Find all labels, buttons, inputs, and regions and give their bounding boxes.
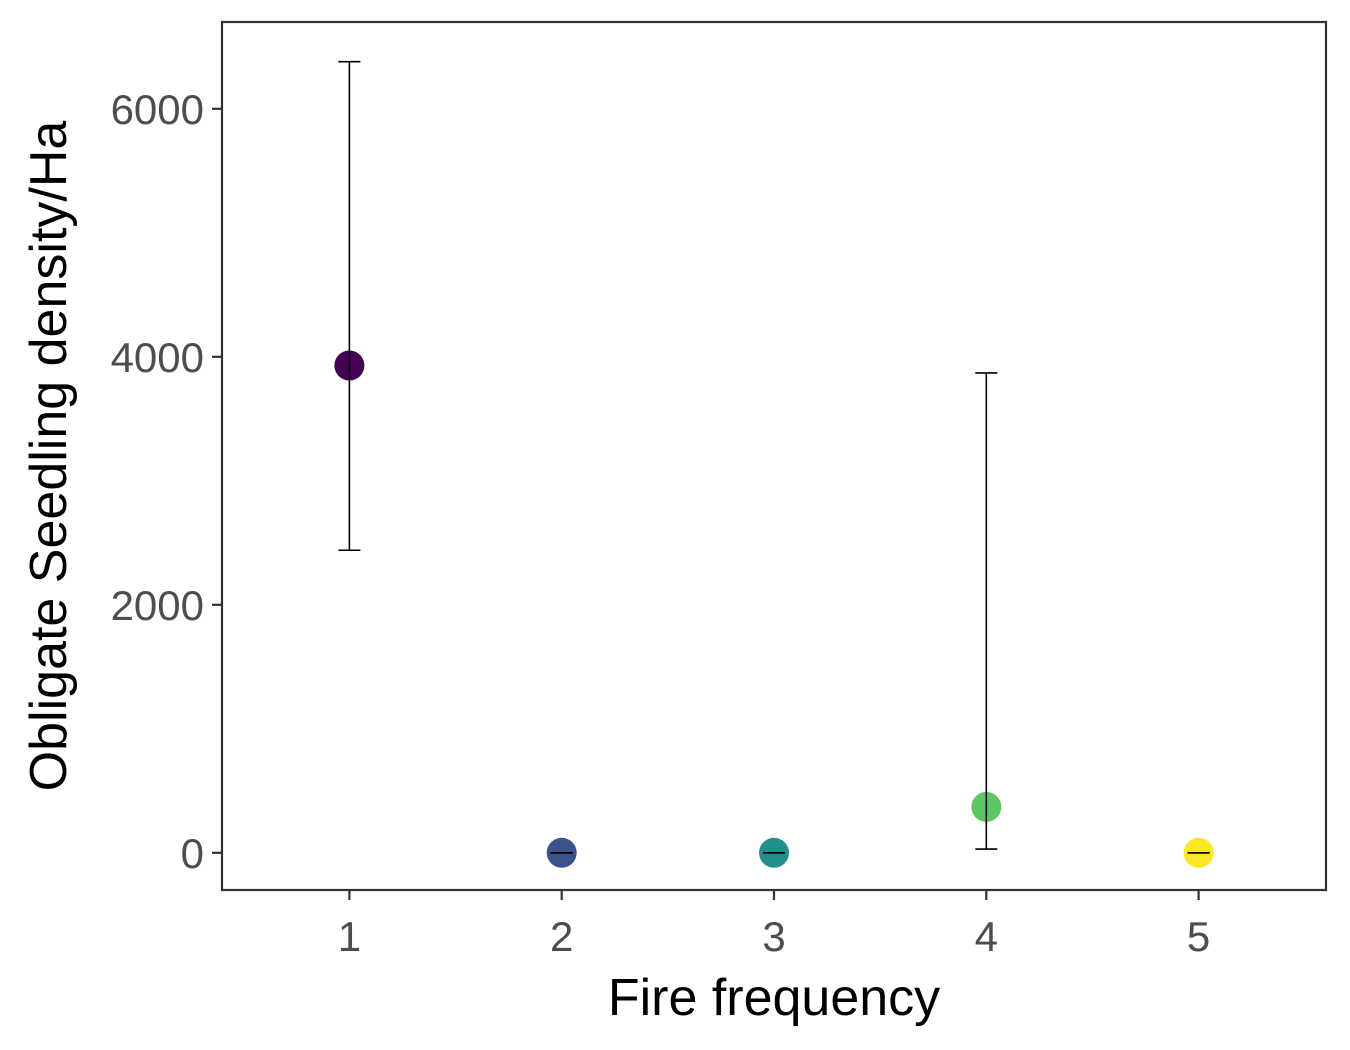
data-point-group (971, 372, 1002, 850)
y-tick-label: 6000 (111, 86, 204, 133)
y-tick-label: 2000 (111, 582, 204, 629)
y-tick-label: 4000 (111, 334, 204, 381)
data-point-group (546, 837, 577, 868)
axes: 1 2 3 4 5 0 2000 4000 6000 (111, 86, 1211, 960)
data-point-group (759, 837, 789, 868)
y-tick-label: 0 (181, 830, 204, 877)
x-tick-label: 3 (762, 913, 785, 960)
data-point-group (334, 60, 365, 552)
y-axis-title: Obligate Seedling density/Ha (20, 121, 78, 792)
x-tick-label: 2 (550, 913, 573, 960)
x-axis-title: Fire frequency (608, 969, 940, 1027)
data-marks (334, 60, 1214, 868)
x-tick-label: 5 (1187, 913, 1210, 960)
x-tick-label: 1 (338, 913, 361, 960)
data-point-group (1183, 837, 1214, 868)
x-tick-label: 4 (975, 913, 998, 960)
plot-background (222, 22, 1326, 890)
